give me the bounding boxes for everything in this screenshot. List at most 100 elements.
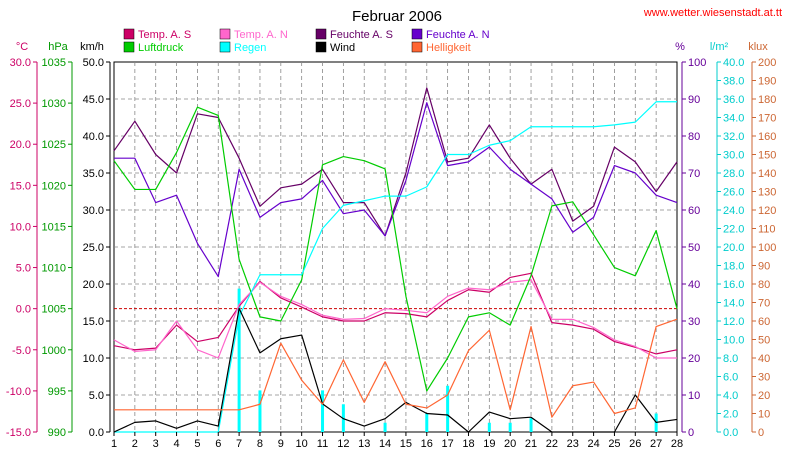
axis-tick-label: 28.0 — [723, 168, 744, 180]
legend-label: Helligkeit — [426, 42, 471, 54]
series-line — [113, 106, 678, 392]
axis-tick-label: 20 — [688, 353, 700, 365]
legend-label: Feuchte A. S — [330, 29, 393, 41]
legend-swatch — [411, 41, 423, 53]
grid — [113, 61, 678, 433]
axis-tick-label: 16.0 — [723, 279, 744, 291]
axes: -15.0 -10.0 -5.0 0.0 5.0 10.0 15.0 20.0 25.0 30.0… — [6, 57, 776, 439]
axis-tick-label: 5.0 — [89, 390, 104, 402]
rain-bar — [258, 390, 262, 432]
series-line — [113, 307, 678, 433]
axis-unit-label: % — [675, 41, 685, 53]
x-tick-label: 13 — [358, 438, 370, 450]
axis-tick-label: 90 — [758, 261, 770, 273]
x-tick-label: 6 — [215, 438, 221, 450]
rain-bar — [446, 385, 450, 432]
axis-tick-label: 0.0 — [16, 304, 31, 316]
rain-bar — [383, 422, 387, 432]
axis-unit-label: °C — [16, 41, 28, 53]
rain-bar — [425, 413, 429, 432]
axis-tick-label: 1000 — [42, 345, 66, 357]
x-tick-label: 28 — [671, 438, 683, 450]
series-line — [114, 101, 677, 433]
axis-tick-label: 30.0 — [10, 57, 31, 69]
axis-tick-label: 80 — [758, 279, 770, 291]
x-tick-label: 12 — [337, 438, 349, 450]
axis-tick-label: 60 — [758, 316, 770, 328]
source-link[interactable]: www.wetter.wiesenstadt.at.tt — [643, 7, 782, 19]
axis-tick-label: 1005 — [42, 304, 66, 316]
axis-tick-label: 5.0 — [16, 263, 31, 275]
axis-tick-label: 1030 — [42, 98, 66, 110]
x-tick-label: 10 — [296, 438, 308, 450]
series-line — [114, 102, 678, 278]
x-tick-label: 20 — [504, 438, 516, 450]
axis-tick-label: 30.0 — [723, 150, 744, 162]
axis-tick-label: 990 — [48, 427, 66, 439]
legend-swatch — [315, 28, 327, 40]
axis-unit-label: l/m² — [710, 41, 729, 53]
legend-label: Feuchte A. N — [426, 29, 490, 41]
axis-unit-label: km/h — [80, 41, 104, 53]
axis-tick-label: 1025 — [42, 139, 66, 151]
axis-tick-label: 100 — [758, 242, 776, 254]
axis-tick-label: 0.0 — [89, 427, 104, 439]
x-tick-label: 4 — [173, 438, 179, 450]
axis-tick-label: 90 — [688, 94, 700, 106]
axis-tick-label: 150 — [758, 150, 776, 162]
x-tick-label: 14 — [379, 438, 391, 450]
legend-label: Regen — [234, 42, 266, 54]
x-tick-label: 26 — [629, 438, 641, 450]
legend-label: Wind — [330, 42, 355, 54]
rain-bar — [508, 422, 512, 432]
axis-tick-label: 120 — [758, 205, 776, 217]
rain-bar — [237, 288, 241, 432]
axis-tick-label: 30 — [688, 316, 700, 328]
axis-tick-label: 14.0 — [723, 298, 744, 310]
axis-tick-label: 10.0 — [10, 221, 31, 233]
axis-tick-label: 80 — [688, 131, 700, 143]
axis-tick-label: 40.0 — [723, 57, 744, 69]
axis-tick-label: 30 — [758, 372, 770, 384]
series-line — [113, 279, 677, 359]
axis-tick-label: 20.0 — [10, 139, 31, 151]
legend-label: Temp. A. S — [138, 29, 191, 41]
axis-tick-label: 1010 — [42, 263, 66, 275]
legend-label: Temp. A. N — [234, 29, 288, 41]
axis-tick-label: 24.0 — [723, 205, 744, 217]
axis-tick-label: 1015 — [42, 221, 66, 233]
axis-headers: °C hPa km/h% l/m² klux — [16, 41, 768, 53]
axis-tick-label: 2.0 — [723, 409, 738, 421]
axis-tick-label: 45.0 — [83, 94, 104, 106]
axis-tick-label: -15.0 — [6, 427, 31, 439]
axis-tick-label: 40 — [758, 353, 770, 365]
x-tick-label: 2 — [132, 438, 138, 450]
series-lines — [113, 87, 678, 433]
x-tick-label: 19 — [483, 438, 495, 450]
axis-tick-label: 170 — [758, 113, 776, 125]
axis-tick-label: 6.0 — [723, 372, 738, 384]
x-tick-label: 23 — [567, 438, 579, 450]
axis-tick-label: 0 — [688, 427, 694, 439]
legend-swatch — [123, 41, 135, 53]
x-axis-ticks: 1 2 3 4 5 6 7 8 9 10 11 12 13 14 15 16 17 18 19 20 21 22 23 24 2… — [111, 432, 683, 450]
axis-tick-label: 70 — [688, 168, 700, 180]
legend-label: Luftdruck — [138, 42, 184, 54]
axis-tick-label: 1020 — [42, 180, 66, 192]
axis-tick-label: 18.0 — [723, 261, 744, 273]
x-tick-label: 27 — [650, 438, 662, 450]
axis-tick-label: -10.0 — [6, 386, 31, 398]
axis-tick-label: 10.0 — [83, 353, 104, 365]
axis-tick-label: 38.0 — [723, 76, 744, 88]
axis-tick-label: 100 — [688, 57, 706, 69]
axis-tick-label: 10 — [688, 390, 700, 402]
rain-bar — [321, 390, 325, 432]
x-tick-label: 21 — [525, 438, 537, 450]
axis-tick-label: 190 — [758, 76, 776, 88]
x-tick-label: 11 — [317, 438, 328, 450]
x-tick-label: 15 — [400, 438, 412, 450]
axis-tick-label: 10.0 — [723, 335, 744, 347]
legend-swatch — [315, 41, 327, 53]
axis-tick-label: 140 — [758, 168, 776, 180]
